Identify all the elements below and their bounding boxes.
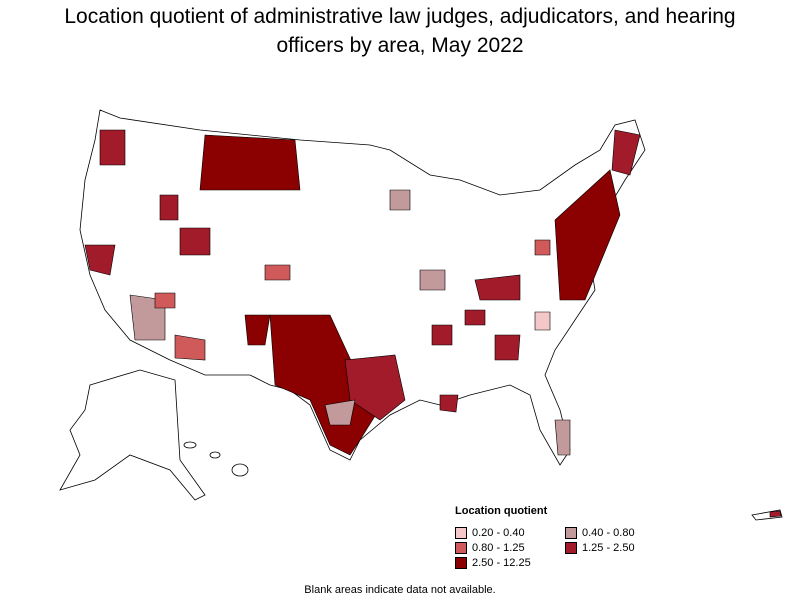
legend-label: 1.25 - 2.50 <box>582 542 635 554</box>
area <box>344 354 406 421</box>
area <box>431 324 453 346</box>
legend-item: 1.25 - 2.50 <box>565 542 665 554</box>
area <box>264 264 291 281</box>
legend-title: Location quotient <box>455 505 548 517</box>
legend-label: 0.40 - 0.80 <box>582 527 635 539</box>
legend-label: 0.20 - 0.40 <box>472 527 525 539</box>
area <box>174 334 206 361</box>
legend-label: 2.50 - 12.25 <box>472 557 531 569</box>
map-title: Location quotient of administrative law … <box>64 5 736 57</box>
hawaii <box>183 441 197 449</box>
footnote: Blank areas indicate data not available. <box>304 584 496 596</box>
area <box>494 334 521 361</box>
legend-swatch <box>565 542 577 554</box>
area <box>179 227 211 256</box>
area <box>244 314 271 346</box>
legend-swatch <box>455 557 467 569</box>
area <box>159 194 179 221</box>
outlines <box>59 109 783 521</box>
area <box>419 269 446 291</box>
area <box>769 510 782 518</box>
area <box>554 419 571 456</box>
legend-item: 0.20 - 0.40 <box>455 527 565 539</box>
area <box>324 399 356 426</box>
legend-swatch <box>565 527 577 539</box>
legend-label: 0.80 - 1.25 <box>472 542 525 554</box>
legend-swatch <box>455 527 467 539</box>
area <box>474 274 521 301</box>
alaska <box>59 369 206 501</box>
area <box>99 129 126 166</box>
legend: Location quotient 0.20 - 0.40 0.40 - 0.80… <box>455 505 665 569</box>
legend-item: 2.50 - 12.25 <box>455 557 565 569</box>
area <box>154 292 176 309</box>
legend-swatch <box>455 542 467 554</box>
area <box>199 134 301 191</box>
area <box>464 309 486 326</box>
area <box>554 169 621 301</box>
area <box>611 129 641 176</box>
legend-items: 0.20 - 0.40 0.40 - 0.80 0.80 - 1.25 1.25 - … <box>455 527 665 569</box>
area <box>534 239 551 256</box>
hawaii <box>231 463 249 477</box>
legend-item: 0.80 - 1.25 <box>455 542 565 554</box>
hawaii <box>209 451 221 459</box>
legend-item: 0.40 - 0.80 <box>565 527 665 539</box>
area <box>269 314 386 456</box>
area <box>534 311 551 331</box>
areas <box>84 129 782 518</box>
area <box>84 244 116 276</box>
area <box>389 189 411 211</box>
area <box>439 394 459 413</box>
